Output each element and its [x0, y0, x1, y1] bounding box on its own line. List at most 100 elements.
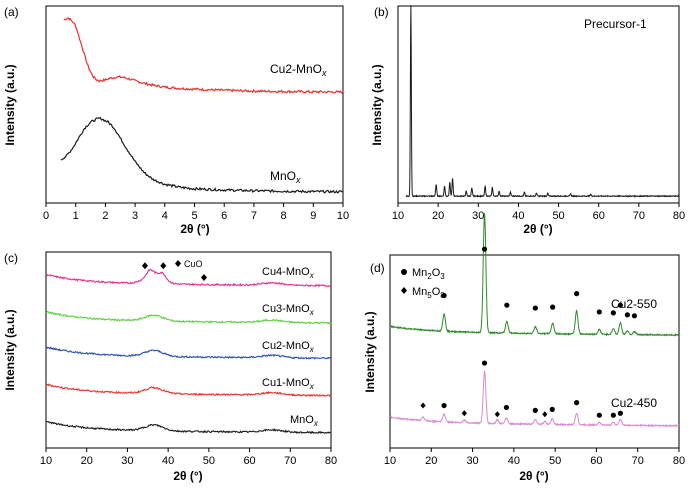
panel-a-frame [45, 5, 344, 204]
series-precursor-1-label: Precursor-1 [584, 17, 647, 31]
panel-c-xtick-label-30: 30 [121, 455, 133, 467]
mn2o3-marker-13 [503, 404, 510, 411]
series-cu2-450-line [389, 370, 680, 429]
mn2o3-marker-0 [441, 292, 447, 299]
panel-a-label: (a) [4, 5, 19, 19]
panel-b-ylabel: Intensity (a.u.) [370, 64, 384, 145]
cuo-legend-label: CuO [184, 259, 203, 269]
series-mnox-line [60, 116, 344, 194]
panel-b: (b) 10 20 30 40 50 60 70 80 Intensity (a.u.) 2θ… [370, 5, 685, 236]
series-cu2-550-line [389, 213, 680, 337]
panel-d-frame [389, 254, 680, 449]
mn2o3-marker-12 [481, 360, 488, 366]
panel-c-lines [45, 268, 332, 435]
panel-c-xtick-label-50: 50 [203, 455, 215, 467]
cuo-marker-2 [200, 273, 207, 281]
mn5o8-marker-0 [420, 402, 426, 409]
panel-c-xtick-label-70: 70 [284, 455, 296, 467]
panel-b-xtick-label-30: 30 [472, 210, 484, 222]
panel-d-xtick-label-10: 10 [384, 455, 396, 467]
mn2o3-marker-11 [441, 402, 447, 409]
panel-a: (a) 0 1 2 3 4 5 6 7 8 9 10 Intensity (a.u.) 2θ (°)… [3, 5, 349, 236]
mn2o3-marker-8 [617, 302, 623, 308]
series-cu4-mnox-label: Cu4-MnOx [262, 266, 315, 280]
mn2o3-marker-19 [617, 410, 623, 416]
mn5o8-marker-3 [542, 411, 548, 418]
mn2o3-legend-circle [401, 269, 407, 275]
panel-b-ticks: 10 20 30 40 50 60 70 80 [392, 203, 685, 222]
panel-d-xtick-label-30: 30 [466, 455, 478, 467]
series-cu1-mnox-c-line [45, 383, 332, 398]
panel-a-xtick-label-4: 4 [162, 210, 168, 222]
panel-d-xlabel: 2θ (°) [519, 469, 548, 483]
mn5o8-marker-1 [461, 410, 467, 417]
mn2o3-marker-2 [504, 302, 510, 308]
series-mnox-c-line [45, 420, 331, 435]
panel-d-xtick-label-70: 70 [632, 455, 644, 467]
series-cu2-mnox-c-line [45, 346, 332, 360]
panel-c-xtick-label-20: 20 [81, 455, 93, 467]
panel-a-xtick-label-8: 8 [281, 210, 287, 222]
panel-c-xtick-label-10: 10 [40, 455, 52, 467]
panel-d-xtick-label-80: 80 [673, 455, 685, 467]
panel-d-markers [420, 246, 638, 418]
series-cu3-mnox-c-line [45, 310, 332, 325]
series-mnox-c-label: MnOx [290, 414, 319, 428]
panel-a-ticks: 0 1 2 3 4 5 6 7 8 9 10 [43, 203, 349, 222]
panel-d-ticks: 10 20 30 40 50 60 70 80 [384, 448, 685, 467]
panel-b-xtick-label-80: 80 [673, 210, 685, 222]
panel-a-xtick-label-1: 1 [73, 210, 79, 222]
mn2o3-marker-9 [624, 312, 630, 318]
mn5o8-marker-2 [494, 411, 500, 418]
panel-d: (d) 10 20 30 40 50 60 70 80 Intensity (a.u.) 2θ… [363, 213, 685, 483]
panel-c-ticks: 10 20 30 40 50 60 70 80 [40, 448, 337, 467]
mn2o3-marker-3 [532, 305, 538, 311]
series-cu2-mnox-label: Cu2-MnOx [270, 62, 327, 78]
cuo-legend-diamond [175, 260, 181, 267]
series-cu3-mnox-label: Cu3-MnOx [262, 303, 315, 317]
panel-b-xtick-label-20: 20 [432, 210, 444, 222]
panel-d-xtick-label-40: 40 [508, 455, 520, 467]
panel-a-xtick-label-0: 0 [43, 210, 49, 222]
panel-a-xtick-label-3: 3 [132, 210, 138, 222]
mn2o3-marker-18 [610, 412, 616, 418]
series-cu2-mnox-c-label: Cu2-MnOx [262, 340, 315, 354]
series-mnox-label: MnOx [270, 169, 301, 185]
panel-c-xlabel: 2θ (°) [173, 469, 202, 483]
mn2o3-marker-10 [631, 313, 638, 319]
panel-a-xtick-label-10: 10 [337, 210, 349, 222]
panel-d-xtick-label-60: 60 [590, 455, 602, 467]
series-precursor-1-line [405, 5, 680, 198]
panel-d-ylabel: Intensity (a.u.) [363, 311, 377, 392]
panel-b-xtick-label-50: 50 [552, 210, 564, 222]
mn5o8-legend-diamond [401, 287, 407, 294]
panel-c-xtick-label-60: 60 [243, 455, 255, 467]
panel-d-xtick-label-20: 20 [425, 455, 437, 467]
panel-b-label: (b) [374, 5, 389, 19]
phase-legend: Mn2O3 Mn5O8 [401, 267, 445, 300]
series-cu2-mnox-line [63, 17, 344, 95]
series-cu2-550-label: Cu2-550 [611, 297, 657, 311]
panel-d-label: (d) [370, 261, 385, 275]
mn2o3-legend-label: Mn2O3 [412, 267, 445, 281]
series-cu4-mnox-c-line [45, 268, 332, 288]
panel-a-xtick-label-6: 6 [221, 210, 227, 222]
cuo-marker-1 [160, 262, 167, 270]
panel-c-label: (c) [4, 251, 18, 265]
panel-b-frame [397, 5, 680, 204]
panel-b-xtick-label-60: 60 [593, 210, 605, 222]
mn2o3-marker-15 [549, 406, 555, 412]
panel-c-series-labels: Cu4-MnOx Cu3-MnOx Cu2-MnOx Cu1-MnOx MnOx [262, 266, 319, 428]
panel-c-xtick-label-80: 80 [325, 455, 337, 467]
panel-b-xtick-label-10: 10 [392, 210, 404, 222]
mn2o3-marker-17 [596, 412, 602, 418]
panel-c-frame [45, 251, 332, 449]
mn5o8-legend-label: Mn5O8 [412, 286, 445, 300]
series-cu2-450-label: Cu2-450 [611, 396, 657, 410]
panel-a-ylabel: Intensity (a.u.) [3, 64, 17, 145]
mn2o3-marker-1 [481, 246, 488, 252]
panel-c-xtick-label-40: 40 [162, 455, 174, 467]
panel-b-xtick-label-40: 40 [512, 210, 524, 222]
panel-c: (c) 10 20 30 40 50 60 70 80 Intensity (a.u.) 2θ… [3, 251, 337, 483]
